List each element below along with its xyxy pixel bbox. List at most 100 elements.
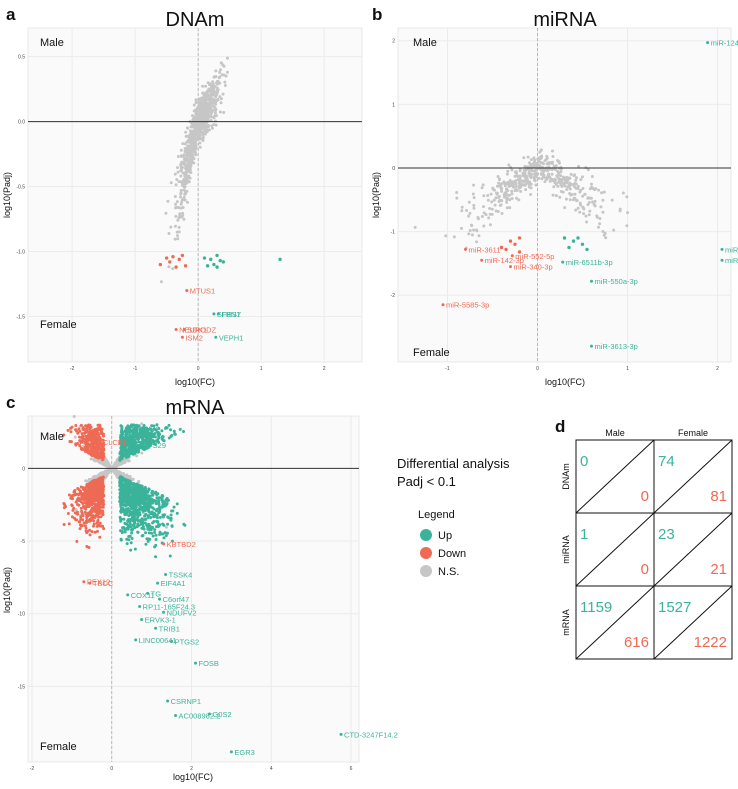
down-point (101, 432, 105, 436)
ns-point (167, 265, 171, 269)
up-points (562, 236, 589, 252)
ns-point (529, 186, 533, 190)
ns-point (179, 165, 183, 169)
down-point (75, 539, 79, 543)
ns-point (187, 164, 191, 168)
ns-point (188, 176, 192, 180)
ns-point (205, 112, 209, 116)
panel-title: DNAm (166, 9, 225, 31)
up-point (157, 436, 161, 440)
up-point (130, 450, 134, 454)
down-point (99, 476, 103, 480)
gene-point (185, 289, 189, 293)
ns-point (550, 177, 554, 181)
ns-point (74, 508, 78, 512)
up-point (156, 496, 160, 500)
ns-point (467, 232, 471, 236)
down-point (88, 430, 92, 434)
ns-point (198, 145, 202, 149)
down-point (67, 522, 71, 526)
gene-point (339, 732, 343, 736)
ns-point (215, 86, 219, 90)
up-point (126, 424, 130, 428)
y-tick-label: 1 (392, 102, 395, 108)
up-point (151, 506, 155, 510)
up-point (119, 476, 123, 480)
gene-label: AC008982.2 (179, 711, 221, 720)
up-point (150, 491, 154, 495)
up-point (128, 534, 132, 538)
male-label: Male (413, 37, 437, 49)
down-point (88, 435, 92, 439)
ns-point (519, 189, 523, 193)
up-point (142, 508, 146, 512)
down-point (88, 496, 92, 500)
gene-label: PTGS2 (175, 637, 200, 646)
gene-point (207, 712, 211, 716)
up-point (136, 493, 140, 497)
gene-point (212, 312, 216, 316)
ns-point (597, 188, 601, 192)
up-point (124, 445, 128, 449)
x-tick-label: 4 (270, 766, 273, 772)
ns-point (524, 168, 528, 172)
ns-point (557, 171, 561, 175)
ns-point (468, 229, 472, 233)
ns-point (601, 230, 605, 234)
x-tick-label: 6 (350, 766, 353, 772)
ns-point (194, 100, 198, 104)
ns-point (192, 147, 196, 151)
ns-point (532, 175, 536, 179)
gene-point (128, 426, 132, 430)
ns-point (470, 223, 474, 227)
ns-point (472, 196, 476, 200)
ns-point (185, 189, 189, 193)
table-cell (653, 585, 733, 660)
ns-point (548, 179, 552, 183)
up-point (148, 537, 152, 541)
ns-point (203, 95, 207, 99)
ns-point (505, 200, 509, 204)
ns-point (465, 208, 469, 212)
gene-label: EIF4A1 (161, 579, 186, 588)
ns-point (525, 181, 529, 185)
up-point (140, 534, 144, 538)
ns-point (72, 415, 76, 419)
ns-point (181, 211, 185, 215)
up-point (146, 509, 150, 513)
up-point (141, 520, 145, 524)
ns-point (179, 188, 183, 192)
ns-point (587, 200, 591, 204)
up-point (133, 507, 137, 511)
ns-point (468, 211, 472, 215)
ns-point (204, 84, 208, 88)
down-point (81, 505, 85, 509)
ns-point (115, 475, 119, 479)
ns-point (557, 173, 561, 177)
up-point (162, 536, 166, 540)
up-point (154, 543, 158, 547)
gene-point (214, 335, 218, 339)
up-point (585, 247, 589, 252)
ns-point (201, 138, 205, 142)
up-point (118, 458, 122, 462)
gene-label: NEURODZ (179, 326, 217, 335)
up-point (146, 504, 150, 508)
ns-point (547, 174, 551, 178)
ns-point (206, 123, 210, 127)
ns-point (481, 183, 485, 187)
ns-point (547, 167, 551, 171)
ns-point (494, 196, 498, 200)
up-point (168, 554, 172, 558)
ns-point (201, 135, 205, 139)
ns-point (198, 137, 202, 141)
ns-point (510, 168, 514, 172)
ns-point (480, 186, 484, 190)
up-point (163, 531, 167, 535)
gene-point (510, 254, 514, 258)
y-tick-label: 2 (392, 39, 395, 45)
ns-point (193, 116, 197, 120)
up-point (130, 488, 134, 492)
up-point (169, 513, 173, 517)
up-point (125, 482, 129, 486)
